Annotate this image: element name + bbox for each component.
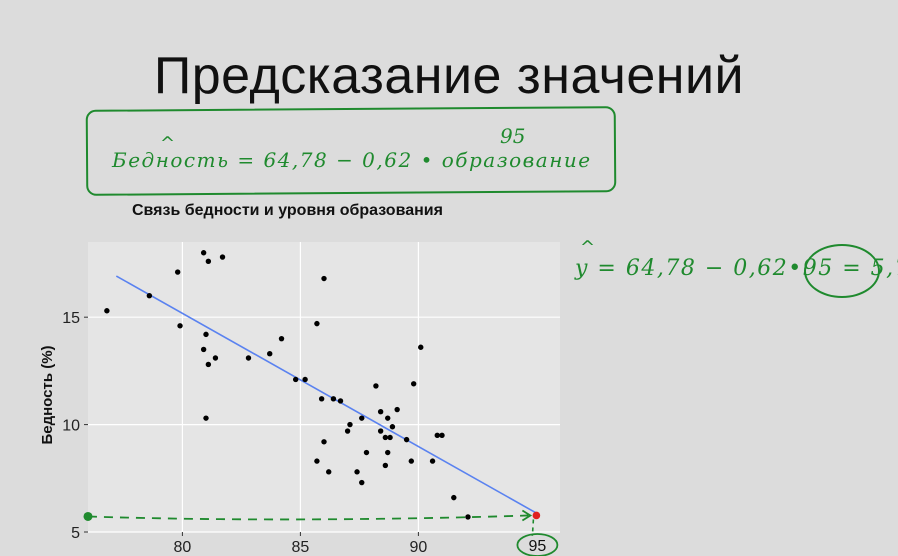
data-point [418,344,424,350]
data-point [394,406,400,413]
x-tick-label: 90 [410,539,428,556]
data-point [359,415,365,421]
regression-line [115,275,537,514]
data-point [326,469,332,475]
projection-arrowhead [521,509,533,522]
data-point [429,458,436,464]
data-point [321,275,327,282]
y-tick-label: 5 [71,525,80,542]
prediction-point [532,511,541,520]
slide-title: Предсказание значений [153,47,745,105]
data-point [382,462,389,469]
data-point [385,449,391,456]
regression-layer [115,275,537,514]
grid-lines [88,242,560,533]
data-point [203,331,209,338]
data-point [363,449,370,456]
data-point [200,250,207,256]
data-point [403,436,410,443]
data-point [408,458,415,464]
y-axis-label: Бедность (%) [39,345,56,444]
formula-hat-mark: ^ [160,133,176,154]
prediction-result-circle [804,244,880,298]
data-point [292,376,299,383]
plot-panel [88,242,560,532]
hand-annotations: 95 [83,509,559,556]
data-point [330,396,337,402]
data-point [410,381,417,387]
data-point [434,432,440,439]
data-point [203,415,209,421]
formula-substitute-value: 95 [500,124,526,148]
data-point [385,415,391,421]
data-point [104,308,110,314]
data-point [245,355,252,361]
chart-title: Связь бедности и уровня образования [132,202,443,219]
data-point [219,254,226,260]
data-point [205,361,212,368]
data-point [318,396,325,402]
data-point [387,434,393,441]
data-point [205,258,212,265]
data-point [373,383,379,389]
projection-vertical-dash [531,519,535,537]
data-point [389,424,396,430]
regression-formula: Бедность = 64,78 − 0,62 • образование [112,148,592,172]
data-point [321,439,327,445]
data-point [174,269,181,275]
data-point [377,428,384,434]
x-tick-label: 85 [292,539,310,556]
data-point [354,469,360,475]
axes: 80 85 90 5 10 15 [62,310,427,556]
data-point [278,335,285,342]
data-point [451,494,457,501]
data-points [104,250,471,520]
projection-dash-line [87,514,529,521]
data-point [439,432,445,439]
data-point [212,355,219,361]
data-point [314,320,320,327]
data-point [359,479,365,486]
y-axis-marker-dot [83,511,93,521]
highlight-x-circle [516,533,559,556]
y-tick-label: 15 [62,310,80,327]
highlight-x-label: 95 [529,538,547,555]
data-point [344,428,351,434]
data-point [302,376,308,383]
data-point [146,293,153,299]
y-tick-label: 10 [62,418,80,435]
data-point [267,351,273,357]
data-point [314,458,320,464]
data-point [465,514,471,520]
data-point [382,434,389,441]
prediction-hat-mark: ^ [580,237,596,258]
x-tick-label: 80 [174,539,192,556]
data-point [377,409,384,415]
data-point [347,421,353,428]
data-point [337,398,344,404]
data-point [177,323,183,329]
data-point [200,346,207,353]
